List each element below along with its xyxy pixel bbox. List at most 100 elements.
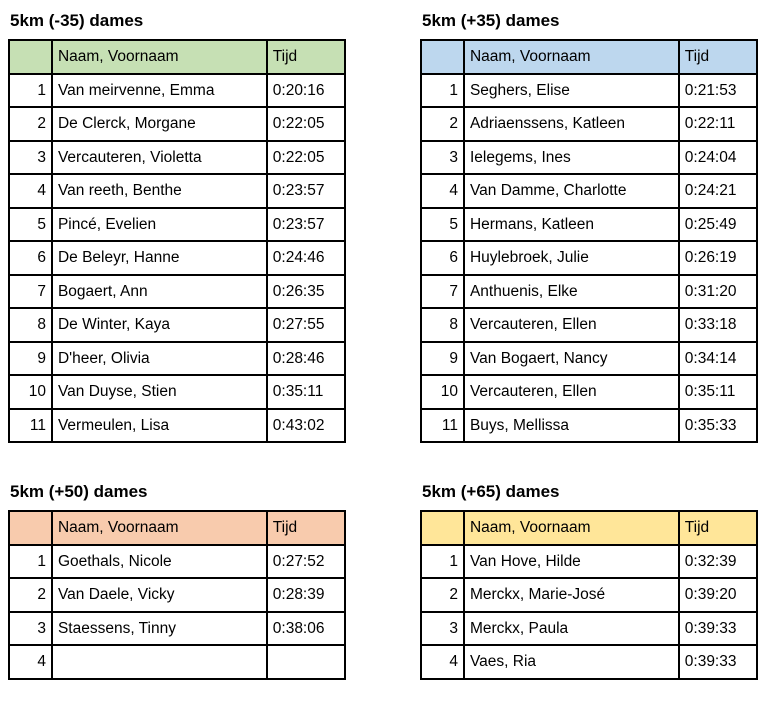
table-row: 1 Van Hove, Hilde 0:32:39: [420, 543, 759, 579]
rank-cell: 1: [420, 543, 465, 579]
table-title: 5km (-35) dames: [10, 11, 144, 30]
name-cell: Goethals, Nicole: [50, 543, 268, 579]
table-row: 3 Staessens, Tinny 0:38:06: [8, 610, 347, 646]
time-cell: 0:27:52: [265, 543, 347, 579]
table-row: 2 Van Daele, Vicky 0:28:39: [8, 577, 347, 613]
table-block-plus50: 5km (+50) dames Naam, Voornaam Tijd 1 Goe…: [8, 481, 347, 680]
time-cell: 0:24:46: [265, 240, 347, 276]
time-cell: 0:26:35: [265, 273, 347, 309]
name-cell: Merckx, Paula: [462, 610, 680, 646]
time-cell: 0:35:33: [677, 407, 759, 443]
rank-cell: 9: [420, 340, 465, 376]
table-row: 4 Vaes, Ria 0:39:33: [420, 644, 759, 680]
rank-cell: 11: [8, 407, 53, 443]
table-row: 1 Van meirvenne, Emma 0:20:16: [8, 72, 347, 108]
table-row: 3 Merckx, Paula 0:39:33: [420, 610, 759, 646]
name-cell: Vermeulen, Lisa: [50, 407, 268, 443]
table-title: 5km (+65) dames: [422, 482, 560, 501]
time-cell: 0:22:05: [265, 139, 347, 175]
table-row: 2 Merckx, Marie-José 0:39:20: [420, 577, 759, 613]
time-cell: 0:35:11: [677, 374, 759, 410]
name-cell: Buys, Mellissa: [462, 407, 680, 443]
results-table: Naam, Voornaam Tijd 1 Goethals, Nicole 0:2…: [8, 510, 347, 680]
time-cell: 0:21:53: [677, 72, 759, 108]
rank-cell: 3: [420, 610, 465, 646]
table-row: 7 Bogaert, Ann 0:26:35: [8, 273, 347, 309]
time-cell: 0:43:02: [265, 407, 347, 443]
table-block-plus35: 5km (+35) dames Naam, Voornaam Tijd 1 Seg…: [420, 10, 759, 443]
table-block-plus65: 5km (+65) dames Naam, Voornaam Tijd 1 Van…: [420, 481, 759, 680]
name-cell: Vaes, Ria: [462, 644, 680, 680]
header-row: Naam, Voornaam Tijd: [8, 510, 347, 546]
rank-header: [8, 510, 53, 546]
table-row: 6 De Beleyr, Hanne 0:24:46: [8, 240, 347, 276]
rank-cell: 6: [420, 240, 465, 276]
table-block-under35: 5km (-35) dames Naam, Voornaam Tijd 1 Van…: [8, 10, 347, 443]
table-body: 1 Van meirvenne, Emma 0:20:16 2 De Clerck, M…: [8, 72, 347, 443]
rank-cell: 1: [8, 543, 53, 579]
rank-cell: 4: [420, 644, 465, 680]
name-header: Naam, Voornaam: [462, 510, 680, 546]
results-table: Naam, Voornaam Tijd 1 Van meirvenne, Emma…: [8, 39, 347, 443]
rank-cell: 7: [420, 273, 465, 309]
time-cell: 0:23:57: [265, 206, 347, 242]
rank-cell: 3: [8, 610, 53, 646]
name-cell: [50, 644, 268, 680]
name-cell: Ielegems, Ines: [462, 139, 680, 175]
table-row: 8 Vercauteren, Ellen 0:33:18: [420, 307, 759, 343]
table-body: 1 Goethals, Nicole 0:27:52 2 Van Daele, Vick…: [8, 543, 347, 680]
table-row: 8 De Winter, Kaya 0:27:55: [8, 307, 347, 343]
table-row: 11 Vermeulen, Lisa 0:43:02: [8, 407, 347, 443]
time-cell: 0:28:39: [265, 577, 347, 613]
name-header: Naam, Voornaam: [50, 39, 268, 75]
name-cell: Van Damme, Charlotte: [462, 173, 680, 209]
time-cell: 0:33:18: [677, 307, 759, 343]
rank-cell: 7: [8, 273, 53, 309]
time-cell: 0:24:21: [677, 173, 759, 209]
time-cell: 0:39:33: [677, 644, 759, 680]
table-row: 4 Van reeth, Benthe 0:23:57: [8, 173, 347, 209]
table-row: 3 Vercauteren, Violetta 0:22:05: [8, 139, 347, 175]
rank-cell: 4: [8, 644, 53, 680]
table-row: 4: [8, 644, 347, 680]
rank-cell: 1: [420, 72, 465, 108]
name-cell: Van reeth, Benthe: [50, 173, 268, 209]
rank-header: [420, 510, 465, 546]
rank-header: [420, 39, 465, 75]
table-row: 1 Seghers, Elise 0:21:53: [420, 72, 759, 108]
time-cell: [265, 644, 347, 680]
table-row: 5 Hermans, Katleen 0:25:49: [420, 206, 759, 242]
name-cell: De Beleyr, Hanne: [50, 240, 268, 276]
rank-cell: 2: [420, 577, 465, 613]
time-cell: 0:32:39: [677, 543, 759, 579]
time-cell: 0:22:11: [677, 106, 759, 142]
table-body: 1 Seghers, Elise 0:21:53 2 Adriaenssens, Kat…: [420, 72, 759, 443]
name-cell: Van Hove, Hilde: [462, 543, 680, 579]
rank-cell: 8: [8, 307, 53, 343]
time-cell: 0:24:04: [677, 139, 759, 175]
rank-cell: 4: [420, 173, 465, 209]
name-cell: Vercauteren, Ellen: [462, 307, 680, 343]
time-cell: 0:25:49: [677, 206, 759, 242]
rank-cell: 5: [420, 206, 465, 242]
name-cell: Bogaert, Ann: [50, 273, 268, 309]
table-row: 10 Vercauteren, Ellen 0:35:11: [420, 374, 759, 410]
header-row: Naam, Voornaam Tijd: [8, 39, 347, 75]
table-row: 6 Huylebroek, Julie 0:26:19: [420, 240, 759, 276]
time-cell: 0:39:20: [677, 577, 759, 613]
time-cell: 0:23:57: [265, 173, 347, 209]
time-cell: 0:28:46: [265, 340, 347, 376]
table-row: 10 Van Duyse, Stien 0:35:11: [8, 374, 347, 410]
time-cell: 0:22:05: [265, 106, 347, 142]
name-cell: Adriaenssens, Katleen: [462, 106, 680, 142]
rank-cell: 10: [420, 374, 465, 410]
rank-cell: 2: [8, 577, 53, 613]
name-cell: Pincé, Evelien: [50, 206, 268, 242]
name-cell: Van Daele, Vicky: [50, 577, 268, 613]
name-cell: Van Duyse, Stien: [50, 374, 268, 410]
rank-cell: 11: [420, 407, 465, 443]
name-cell: Huylebroek, Julie: [462, 240, 680, 276]
name-cell: Staessens, Tinny: [50, 610, 268, 646]
name-header: Naam, Voornaam: [50, 510, 268, 546]
